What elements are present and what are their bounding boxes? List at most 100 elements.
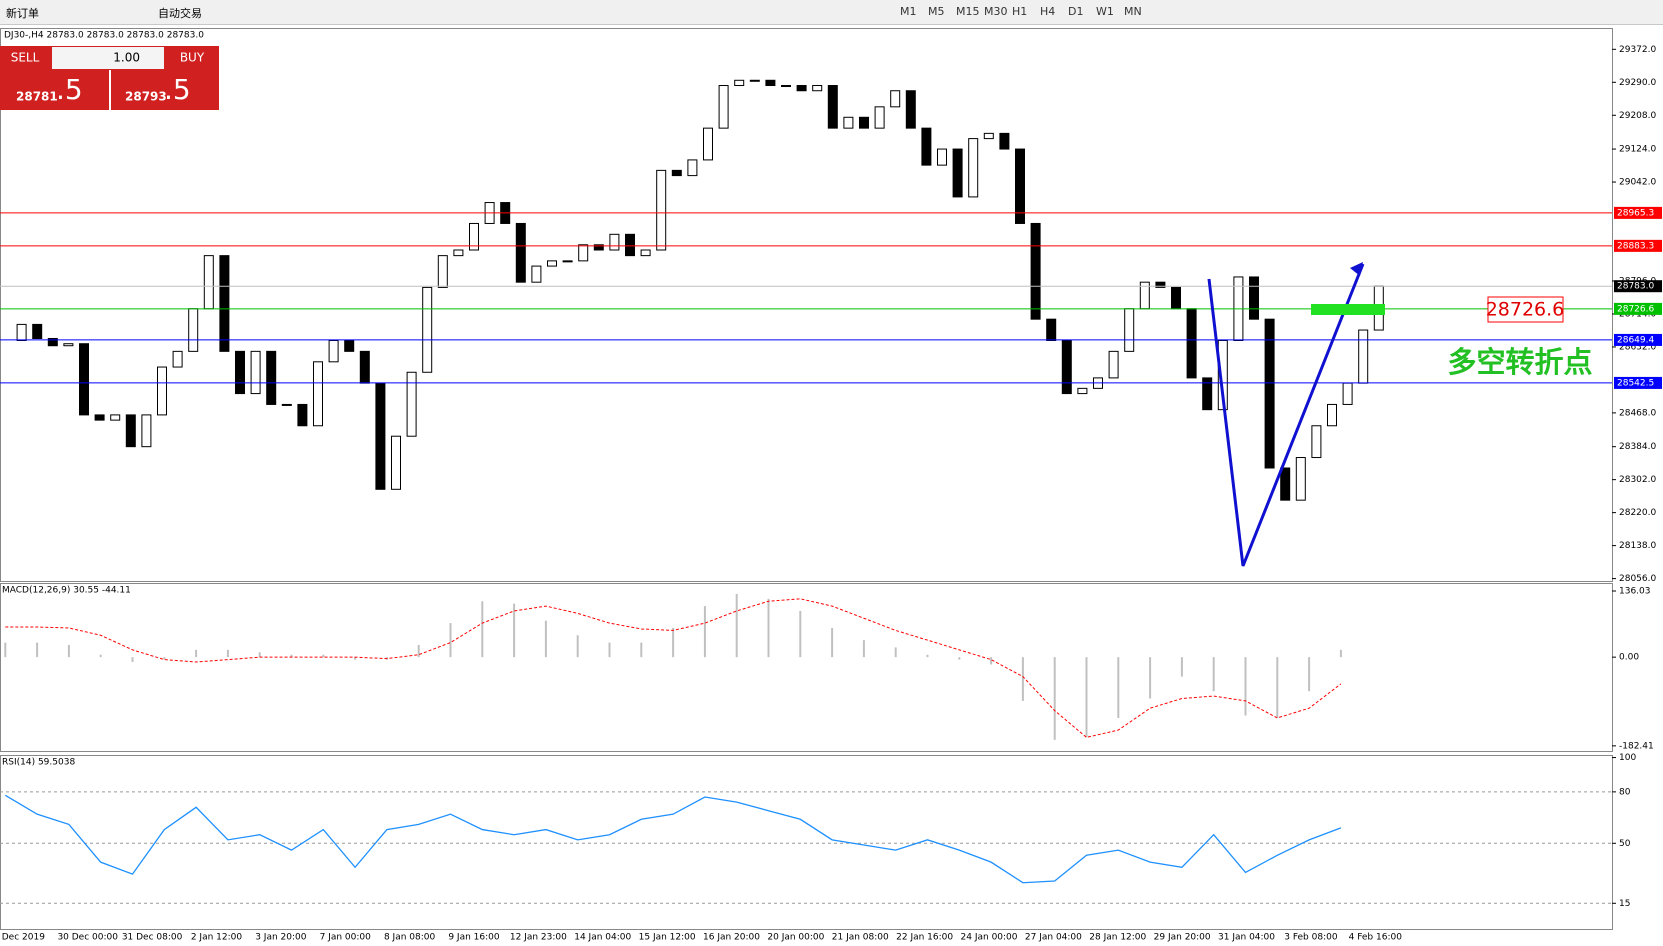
candle: [1077, 387, 1088, 395]
candle: [843, 116, 854, 129]
pivot-note: 多空转折点: [1447, 345, 1592, 379]
x-tick-label: 7 Jan 00:00: [320, 933, 372, 943]
candle: [1015, 148, 1025, 224]
y-tick-label: 29124.0: [1619, 145, 1656, 155]
x-tick-label: 31 Jan 04:00: [1218, 933, 1275, 943]
candle: [63, 343, 74, 347]
x-tick-label: 3 Jan 20:00: [255, 933, 307, 943]
level-label: 28783.0: [1617, 282, 1654, 292]
candle: [1046, 318, 1057, 341]
x-tick-label: 9 Jan 16:00: [448, 933, 500, 943]
candle: [1295, 457, 1306, 501]
timeframe-button[interactable]: M1: [900, 5, 917, 18]
candle: [79, 343, 89, 416]
price-box-text: 28726.6: [1486, 299, 1565, 321]
timeframe-bar: M1 M5 M15 M30 H1 H4 D1 W1 MN: [900, 0, 1160, 24]
candle: [1217, 339, 1228, 411]
x-tick-label: 31 Dec 08:00: [122, 933, 183, 943]
trade-panel: SELL 1.00 BUY 28781 .5 28793 .5: [0, 46, 219, 110]
x-tick-label: 30 Dec 00:00: [57, 933, 118, 943]
level-tag: [1614, 280, 1662, 293]
candle: [313, 361, 323, 427]
candle: [375, 382, 386, 490]
candle: [1342, 382, 1353, 405]
y-tick-label: -182.41: [1619, 741, 1654, 751]
x-tick-label: Dec 2019: [2, 933, 45, 943]
y-tick-label: 100: [1619, 753, 1636, 763]
candle: [1155, 281, 1166, 288]
level-label: 28965.3: [1617, 208, 1654, 218]
x-tick-label: 22 Jan 16:00: [896, 933, 953, 943]
auto-trade-button[interactable]: 自动交易: [158, 7, 202, 20]
candle: [952, 148, 963, 198]
sell-button[interactable]: SELL: [11, 51, 40, 65]
candle: [1108, 350, 1119, 379]
candle: [125, 414, 136, 448]
candle: [609, 233, 620, 251]
price-box: [1487, 296, 1564, 323]
timeframe-button[interactable]: H1: [1012, 5, 1028, 18]
candle: [718, 85, 729, 129]
lot-value[interactable]: 1.00: [113, 51, 140, 65]
timeframe-button[interactable]: D1: [1068, 5, 1084, 18]
candle: [983, 132, 994, 140]
x-tick-label: 20 Jan 00:00: [767, 933, 824, 943]
candle: [1202, 377, 1213, 411]
buy-button[interactable]: BUY: [180, 51, 205, 65]
x-tick-label: 15 Jan 12:00: [639, 933, 696, 943]
candle: [172, 350, 183, 368]
x-tick-label: 28 Jan 12:00: [1089, 933, 1146, 943]
level-tag: [1614, 206, 1662, 219]
macd-panel: [0, 583, 1613, 752]
y-tick-label: 29290.0: [1619, 78, 1656, 88]
timeframe-button[interactable]: M5: [928, 5, 945, 18]
level-tag: [1614, 239, 1662, 252]
candle: [937, 148, 947, 166]
candle: [890, 90, 901, 108]
candle: [859, 116, 869, 129]
candle: [1124, 308, 1135, 352]
candle: [281, 403, 292, 406]
timeframe-button[interactable]: MN: [1124, 5, 1142, 18]
timeframe-button[interactable]: M15: [956, 5, 980, 18]
new-order-button[interactable]: 新订单: [6, 7, 39, 20]
candle: [968, 138, 979, 198]
ask-fraction: .5: [164, 73, 191, 106]
timeframe-button[interactable]: W1: [1096, 5, 1114, 18]
candle: [1358, 329, 1369, 384]
candle: [734, 79, 745, 87]
timeframe-button[interactable]: M30: [984, 5, 1008, 18]
y-tick-label: 0.00: [1619, 653, 1639, 663]
candle: [796, 85, 807, 92]
y-tick-label: 29042.0: [1619, 178, 1656, 188]
candle: [1264, 318, 1275, 469]
candle: [874, 106, 885, 129]
candle: [515, 222, 526, 283]
candle: [1061, 339, 1072, 395]
candle: [1186, 308, 1197, 379]
y-tick-label: 28384.0: [1619, 442, 1656, 452]
candle: [562, 260, 573, 263]
candle: [905, 90, 916, 129]
trend-arrow: [1207, 263, 1365, 567]
candle: [781, 85, 791, 88]
toolbar: 新订单 自动交易 M1 M5 M15 M30 H1 H4 D1 W1 MN: [0, 0, 1663, 25]
candle: [32, 323, 43, 339]
timeframe-button[interactable]: H4: [1040, 5, 1056, 18]
y-tick-label: 28138.0: [1619, 541, 1656, 551]
pivot-marker: [1311, 304, 1385, 315]
candle: [328, 339, 339, 363]
candle: [625, 233, 635, 257]
candle: [359, 350, 370, 384]
lot-field[interactable]: [52, 47, 164, 69]
candle: [469, 222, 479, 251]
y-tick-label: 29208.0: [1619, 111, 1656, 121]
signal-line: [5, 598, 1342, 738]
candle: [765, 79, 776, 87]
candle: [141, 414, 152, 448]
candle: [422, 286, 433, 373]
candle: [344, 339, 355, 352]
symbol-line: DJ30-,H4 28783.0 28783.0 28783.0 28783.0: [4, 31, 204, 41]
y-tick-label: 29372.0: [1619, 45, 1656, 55]
bid-fraction: .5: [56, 73, 83, 106]
